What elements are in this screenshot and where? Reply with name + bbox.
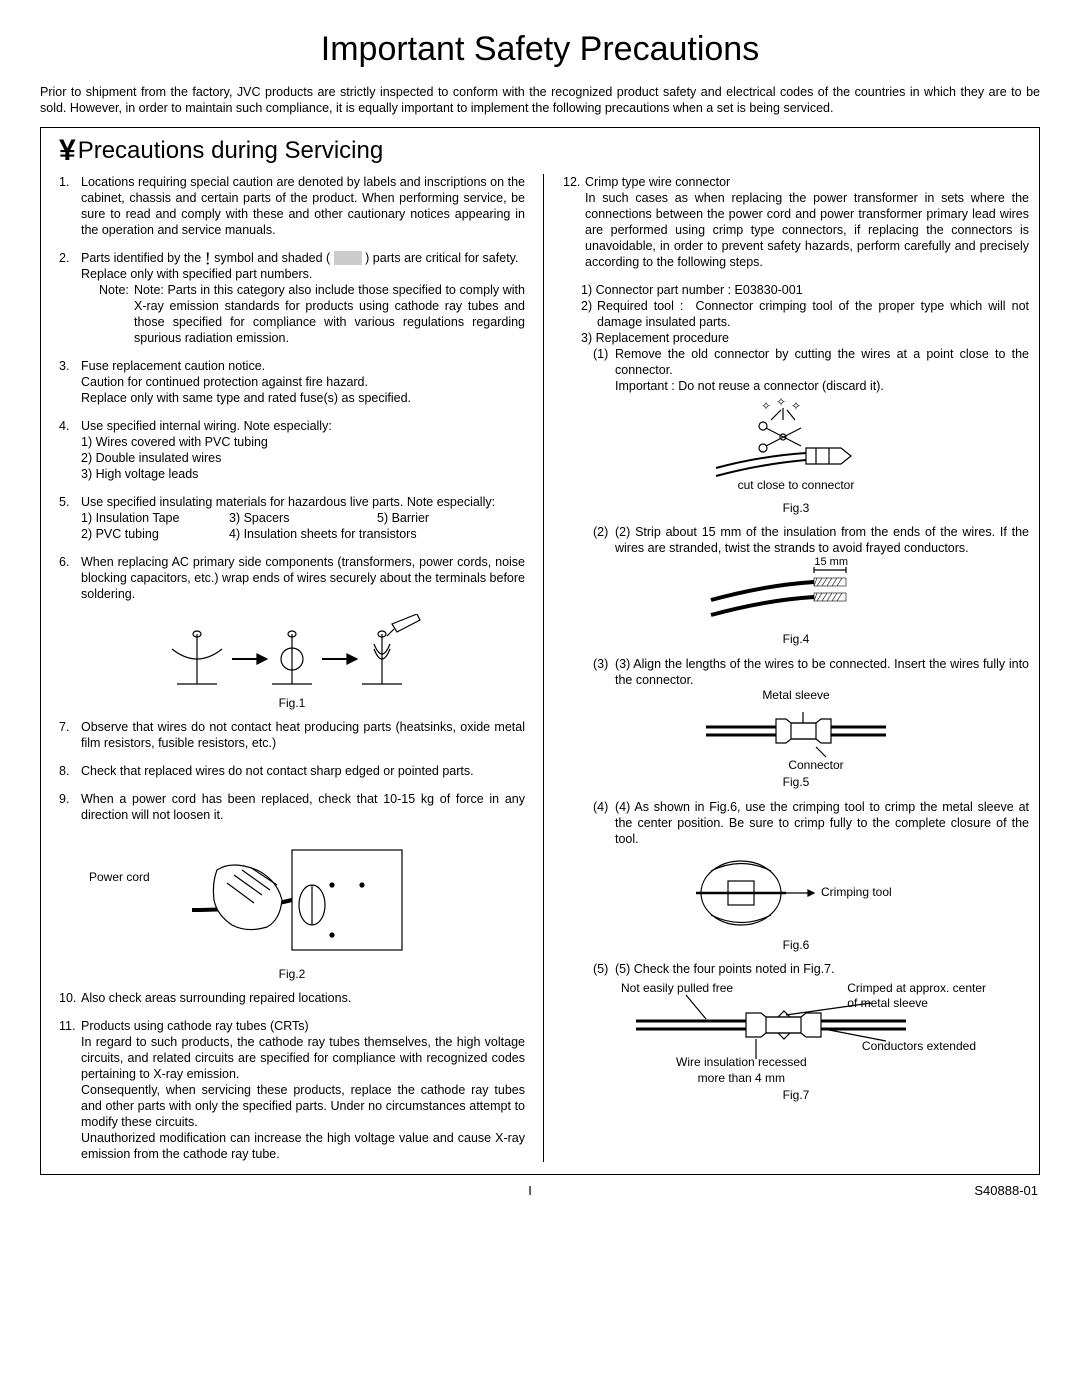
item-number: 11.	[59, 1018, 81, 1162]
exclamation-icon: !	[205, 248, 211, 268]
text: In regard to such products, the cathode …	[81, 1035, 525, 1081]
item-4: Use specified internal wiring. Note espe…	[81, 418, 525, 482]
item-number: 8.	[59, 763, 81, 779]
item-6: When replacing AC primary side component…	[81, 554, 525, 602]
text: 2) Double insulated wires	[81, 451, 221, 465]
text: In such cases as when replacing the powe…	[585, 191, 1029, 269]
fig4-caption: Fig.4	[563, 632, 1029, 647]
fig3-diagram: ✧ ✧ ✧	[711, 398, 881, 478]
text: Replace only with same type and rated fu…	[81, 391, 411, 405]
item-7: Observe that wires do not contact heat p…	[81, 719, 525, 751]
item-number: 10.	[59, 990, 81, 1006]
step-5: (5)(5) Check the four points noted in Fi…	[563, 961, 1029, 977]
item-number: 6.	[59, 554, 81, 602]
crimping-tool-label: Crimping tool	[821, 885, 892, 900]
section-heading: ¥ Precautions during Servicing	[59, 136, 1029, 166]
item-3: Fuse replacement caution notice. Caution…	[81, 358, 525, 406]
item-number: 9.	[59, 791, 81, 823]
item-12: Crimp type wire connector In such cases …	[585, 174, 1029, 270]
right-column: 12. Crimp type wire connector In such ca…	[563, 174, 1029, 1163]
yen-icon: ¥	[59, 136, 76, 166]
sub-1: 1) Connector part number : E03830-001	[563, 282, 1029, 298]
page-number: I	[122, 1183, 938, 1198]
column-separator	[543, 174, 545, 1163]
content-box: ¥ Precautions during Servicing 1. Locati…	[40, 127, 1040, 1176]
step-2: (2)(2) Strip about 15 mm of the insulati…	[563, 524, 1029, 556]
page-footer: I S40888-01	[40, 1183, 1040, 1198]
fig5-caption: Fig.5	[563, 775, 1029, 790]
item-number: 7.	[59, 719, 81, 751]
mm15-label: 15 mm	[814, 555, 848, 569]
item-number: 1.	[59, 174, 81, 238]
text: symbol and shaded (	[214, 251, 334, 265]
text: 1) Wires covered with PVC tubing	[81, 435, 268, 449]
item-2: Parts identified by the ! symbol and sha…	[81, 250, 525, 346]
text: 3) High voltage leads	[81, 467, 198, 481]
text: (2) Strip about 15 mm of the insulation …	[615, 524, 1029, 556]
text: (5) Check the four points noted in Fig.7…	[615, 961, 1029, 977]
fig5-diagram	[696, 707, 896, 762]
sub-3: 3) Replacement procedure	[563, 330, 1029, 346]
item-number: 4.	[59, 418, 81, 482]
step-3: (3)(3) Align the lengths of the wires to…	[563, 656, 1029, 688]
fig6-caption: Fig.6	[563, 938, 1029, 953]
text: 5) Barrier	[377, 510, 525, 526]
connector-label: Connector	[563, 758, 1029, 773]
item-number: 2.	[59, 250, 81, 346]
item-10: Also check areas surrounding repaired lo…	[81, 990, 525, 1006]
metal-sleeve-label: Metal sleeve	[563, 688, 1029, 703]
step-4: (4)(4) As shown in Fig.6, use the crimpi…	[563, 799, 1029, 847]
sub-2: 2)Required tool : Connector crimping too…	[563, 298, 1029, 330]
fig3-caption: Fig.3	[563, 501, 1029, 516]
text: Replace only with specified part numbers…	[81, 267, 312, 281]
item-8: Check that replaced wires do not contact…	[81, 763, 525, 779]
item-9: When a power cord has been replaced, che…	[81, 791, 525, 823]
section-heading-text: Precautions during Servicing	[78, 137, 384, 165]
text: Note: Parts in this category also includ…	[134, 282, 525, 346]
fig2-diagram	[162, 835, 422, 965]
item-2-note: Note:Note: Parts in this category also i…	[81, 282, 525, 346]
item-number: 12.	[563, 174, 585, 270]
text: 1) Insulation Tape	[81, 510, 229, 526]
text: Consequently, when servicing these produ…	[81, 1083, 525, 1129]
text: Use specified insulating materials for h…	[81, 495, 495, 509]
text: Crimp type wire connector	[585, 175, 730, 189]
shaded-box-icon	[334, 251, 362, 265]
text: Important : Do not reuse a connector (di…	[615, 379, 884, 393]
fig1-diagram	[162, 614, 422, 694]
item-number: 5.	[59, 494, 81, 542]
intro-paragraph: Prior to shipment from the factory, JVC …	[40, 84, 1040, 117]
fig3-sublabel: cut close to connector	[563, 478, 1029, 493]
fig2-caption: Fig.2	[59, 967, 525, 982]
fig4-diagram	[706, 560, 886, 630]
item-number: 3.	[59, 358, 81, 406]
text: Products using cathode ray tubes (CRTs)	[81, 1019, 309, 1033]
item-1: Locations requiring special caution are …	[81, 174, 525, 238]
item-5: Use specified insulating materials for h…	[81, 494, 525, 542]
svg-text:✧: ✧	[776, 398, 786, 409]
page-title: Important Safety Precautions	[40, 30, 1040, 69]
text: Use specified internal wiring. Note espe…	[81, 419, 332, 433]
left-column: 1. Locations requiring special caution a…	[59, 174, 525, 1163]
text: (4) As shown in Fig.6, use the crimping …	[615, 799, 1029, 847]
text: (3) Align the lengths of the wires to be…	[615, 656, 1029, 688]
text: 3) Spacers	[229, 510, 377, 526]
power-cord-label: Power cord	[89, 870, 150, 885]
text: 2) PVC tubing	[81, 526, 229, 542]
text: Parts identified by the	[81, 251, 205, 265]
text: ) parts are critical for safety.	[365, 251, 518, 265]
svg-text:✧: ✧	[761, 399, 771, 413]
fig1-caption: Fig.1	[59, 696, 525, 711]
text: Unauthorized modification can increase t…	[81, 1131, 525, 1161]
text: Caution for continued protection against…	[81, 375, 368, 389]
doc-id: S40888-01	[938, 1183, 1038, 1198]
text: 4) Insulation sheets for transistors	[229, 526, 525, 542]
svg-text:✧: ✧	[791, 399, 801, 413]
text: Fuse replacement caution notice.	[81, 359, 265, 373]
fig7-caption: Fig.7	[563, 1088, 1029, 1103]
item-11: Products using cathode ray tubes (CRTs) …	[81, 1018, 525, 1162]
fig7-diagram	[606, 981, 986, 1086]
step-1: (1) (1) Remove the old connector by cutt…	[563, 346, 1029, 394]
